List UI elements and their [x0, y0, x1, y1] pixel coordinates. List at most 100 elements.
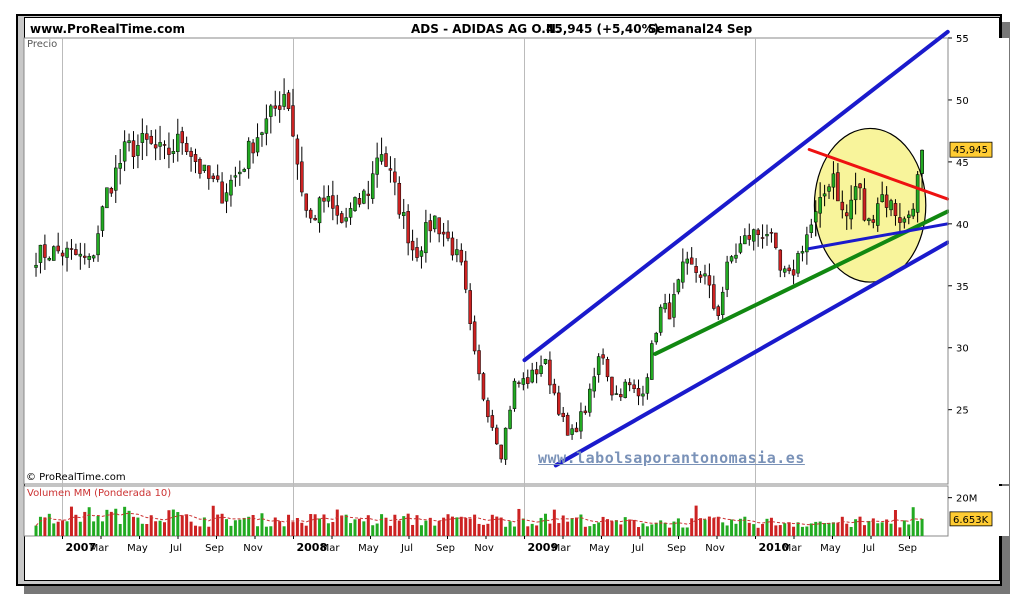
- volume-bar-down: [769, 517, 773, 536]
- candle-up: [902, 218, 907, 223]
- candle-down: [109, 188, 114, 194]
- volume-bar-up: [659, 520, 663, 536]
- candle-up: [87, 255, 91, 260]
- trendline-upper-channel: [522, 29, 950, 363]
- volume-bar-down: [180, 515, 184, 536]
- volume-bar-down: [43, 517, 47, 536]
- price-plot-area: [23, 37, 949, 485]
- volume-bar-up: [105, 509, 109, 536]
- volume-bar-down: [415, 515, 419, 536]
- volume-bar-up: [849, 526, 853, 536]
- candle-down: [712, 284, 716, 309]
- volume-bar-down: [309, 514, 313, 536]
- candle-up: [158, 142, 162, 147]
- volume-bar-up: [158, 520, 162, 536]
- candle-down: [858, 183, 862, 189]
- candle-down: [207, 165, 211, 179]
- volume-series: [34, 505, 924, 536]
- x-tick-label: 2010: [759, 541, 790, 554]
- candle-down: [180, 131, 184, 144]
- volume-bar-up: [876, 523, 880, 536]
- watermark-link[interactable]: www.labolsaporantonomasia.es: [538, 449, 805, 467]
- candle-down: [836, 172, 840, 202]
- candle-up: [725, 261, 729, 290]
- volume-bar-down: [437, 520, 441, 536]
- candle-down: [548, 359, 552, 386]
- volume-bar-down: [885, 519, 889, 536]
- volume-bar-up: [827, 522, 831, 536]
- volume-bar-up: [809, 523, 813, 536]
- volume-bar-down: [583, 526, 587, 536]
- volume-bar-up: [264, 526, 268, 536]
- candle-down: [565, 414, 570, 436]
- copyright-label: © ProRealTime.com: [26, 472, 126, 483]
- volume-bar-up: [570, 518, 574, 536]
- x-tick-label: Sep: [667, 543, 686, 554]
- volume-bar-up: [597, 522, 601, 536]
- price-tick-label: 25: [956, 406, 969, 417]
- candle-down: [791, 269, 796, 276]
- candle-down: [211, 175, 215, 179]
- volume-bar-down: [83, 511, 87, 536]
- volume-bar-down: [331, 521, 335, 536]
- candle-down: [441, 231, 446, 235]
- volume-bar-up: [880, 522, 884, 536]
- candle-up: [401, 212, 406, 216]
- volume-bar-down: [295, 517, 299, 536]
- candle-down: [774, 232, 778, 249]
- candle-up: [508, 409, 512, 429]
- volume-bar-up: [433, 525, 437, 536]
- volume-bar-down: [428, 517, 432, 536]
- candle-up: [118, 162, 122, 169]
- volume-bar-up: [371, 525, 375, 536]
- candle-down: [145, 133, 149, 140]
- volume-bar-up: [136, 517, 140, 536]
- volume-bar-down: [637, 527, 641, 536]
- x-tick-label: May: [589, 543, 610, 554]
- candle-down: [162, 144, 167, 146]
- volume-bar-up: [455, 517, 459, 536]
- x-tick-label: Jul: [400, 543, 413, 554]
- candle-up: [813, 211, 818, 223]
- volume-bar-up: [676, 518, 680, 536]
- volume-bar-up: [738, 518, 742, 536]
- volume-bar-up: [703, 519, 707, 536]
- volume-bar-down: [167, 510, 171, 536]
- volume-bar-down: [871, 518, 875, 536]
- volume-bar-down: [893, 510, 897, 536]
- x-tick-label: Jul: [631, 543, 644, 554]
- volume-bar-down: [499, 517, 503, 536]
- volume-bar-up: [242, 517, 246, 536]
- volume-bar-up: [202, 517, 206, 536]
- volume-bar-up: [800, 526, 804, 536]
- candle-down: [552, 383, 557, 394]
- volume-bar-up: [362, 521, 366, 536]
- candle-up: [375, 157, 379, 175]
- volume-bar-up: [282, 526, 286, 536]
- candle-up: [47, 258, 52, 261]
- volume-bar-down: [619, 524, 623, 536]
- candle-down: [667, 302, 672, 320]
- volume-bar-down: [566, 521, 570, 536]
- volume-bar-up: [424, 520, 428, 536]
- volume-bar-up: [233, 520, 237, 536]
- volume-bar-up: [823, 523, 827, 536]
- candle-up: [521, 378, 526, 385]
- volume-bar-up: [34, 525, 38, 536]
- volume-bar-up: [916, 521, 920, 536]
- volume-bar-up: [730, 519, 734, 536]
- volume-bar-down: [216, 514, 220, 536]
- candle-up: [78, 253, 83, 257]
- candle-down: [561, 412, 565, 417]
- volume-bar-down: [335, 509, 339, 536]
- volume-moving-average: [35, 512, 923, 526]
- candle-up: [853, 186, 858, 201]
- candle-up: [136, 145, 140, 156]
- candle-down: [273, 105, 278, 109]
- candle-down: [601, 354, 605, 359]
- candle-down: [769, 232, 774, 234]
- last-volume-label: 6.653K: [953, 515, 989, 526]
- candle-down: [486, 400, 490, 418]
- candle-down: [468, 290, 472, 324]
- volume-bar-down: [145, 524, 149, 536]
